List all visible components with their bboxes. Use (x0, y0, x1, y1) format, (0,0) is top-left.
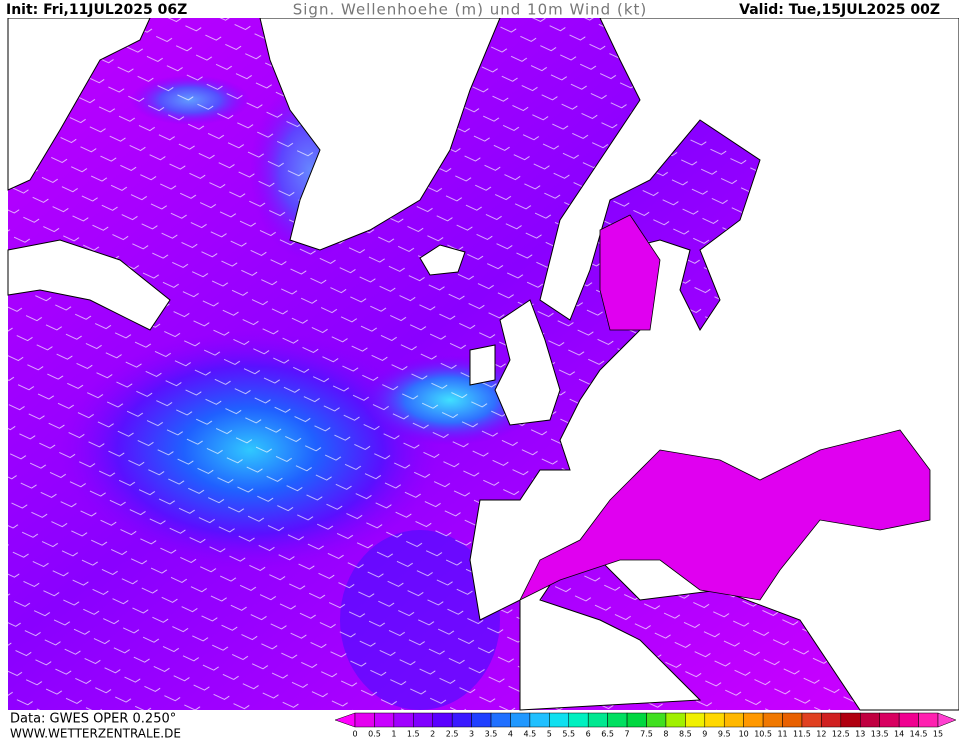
colorbar-label: 6.5 (601, 730, 614, 739)
colorbar-label: 0 (352, 730, 357, 739)
colorbar-label: 7 (625, 730, 630, 739)
colorbar-label: 13 (855, 730, 865, 739)
colorbar-swatch (898, 712, 919, 728)
colorbar-label: 11.5 (793, 730, 811, 739)
baltic (599, 214, 661, 331)
colorbar-swatch (762, 712, 783, 728)
colorbar-swatch (879, 712, 900, 728)
colorbar-swatch (918, 712, 939, 728)
colorbar: 0 0.5 1 1.5 2 2.5 3 3.5 4 4.5 5 5.5 6 6.5 7 7.5 8 8.5 9 9.5… (334, 712, 957, 739)
ireland (469, 344, 496, 386)
colorbar-label: 10.5 (754, 730, 772, 739)
colorbar-label: 9 (702, 730, 707, 739)
colorbar-label: 14.5 (910, 730, 928, 739)
labrador (7, 239, 171, 331)
colorbar-label: 5 (547, 730, 552, 739)
colorbar-under (334, 712, 356, 728)
colorbar-label: 3 (469, 730, 474, 739)
colorbar-over (937, 712, 957, 728)
map (7, 17, 959, 711)
colorbar-label: 10 (739, 730, 749, 739)
colorbar-swatch (490, 712, 511, 728)
colorbar-label: 13.5 (871, 730, 889, 739)
canada (7, 17, 151, 191)
colorbar-swatch (413, 712, 433, 728)
colorbar-label: 6 (586, 730, 591, 739)
colorbar-label: 2.5 (446, 730, 459, 739)
colorbar-swatch (821, 712, 842, 728)
colorbar-label: 12 (816, 730, 826, 739)
colorbar-swatch (646, 712, 667, 728)
init-time: Init: Fri,11JUL2025 06Z (6, 2, 187, 18)
colorbar-label: 11 (777, 730, 787, 739)
colorbar-swatch (782, 712, 803, 728)
colorbar-swatch (607, 712, 628, 728)
colorbar-swatch (840, 712, 861, 728)
colorbar-swatch (568, 712, 589, 728)
mediterranean (519, 429, 931, 601)
colorbar-swatch (626, 712, 647, 728)
map-title: Sign. Wellenhoehe (m) und 10m Wind (kt) (293, 1, 648, 19)
colorbar-label: 3.5 (485, 730, 498, 739)
iceland (419, 244, 466, 276)
colorbar-swatch (704, 712, 725, 728)
colorbar-swatch (374, 712, 395, 728)
colorbar-label: 14 (894, 730, 904, 739)
colorbar-label: 2 (430, 730, 435, 739)
colorbar-label: 8 (663, 730, 668, 739)
colorbar-label: 9.5 (718, 730, 731, 739)
colorbar-swatch (743, 712, 764, 728)
colorbar-swatch (723, 712, 744, 728)
colorbar-swatch (393, 712, 414, 728)
colorbar-swatch (860, 712, 880, 728)
header-bar (0, 0, 959, 18)
website: WWW.WETTERZENTRALE.DE (10, 727, 181, 741)
colorbar-label: 4.5 (524, 730, 537, 739)
colorbar-label: 15 (933, 730, 943, 739)
colorbar-swatch (432, 712, 453, 728)
colorbar-swatch (549, 712, 570, 728)
colorbar-label: 0.5 (368, 730, 381, 739)
colorbar-label: 1.5 (407, 730, 420, 739)
colorbar-label: 8.5 (679, 730, 692, 739)
colorbar-swatch (665, 712, 686, 728)
colorbar-swatch (451, 712, 472, 728)
colorbar-swatch (801, 712, 822, 728)
colorbar-swatch (354, 712, 375, 728)
colorbar-label: 1 (391, 730, 396, 739)
great-britain (494, 299, 561, 426)
colorbar-swatch (587, 712, 608, 728)
greenland (259, 17, 501, 251)
colorbar-swatch (471, 712, 492, 728)
colorbar-label: 5.5 (562, 730, 575, 739)
data-source: Data: GWES OPER 0.250° (10, 712, 176, 727)
colorbar-label: 7.5 (640, 730, 653, 739)
colorbar-swatch (510, 712, 531, 728)
colorbar-label: 4 (508, 730, 513, 739)
valid-time: Valid: Tue,15JUL2025 00Z (739, 2, 940, 18)
colorbar-label: 12.5 (832, 730, 850, 739)
colorbar-swatch (529, 712, 550, 728)
colorbar-swatch (685, 712, 706, 728)
